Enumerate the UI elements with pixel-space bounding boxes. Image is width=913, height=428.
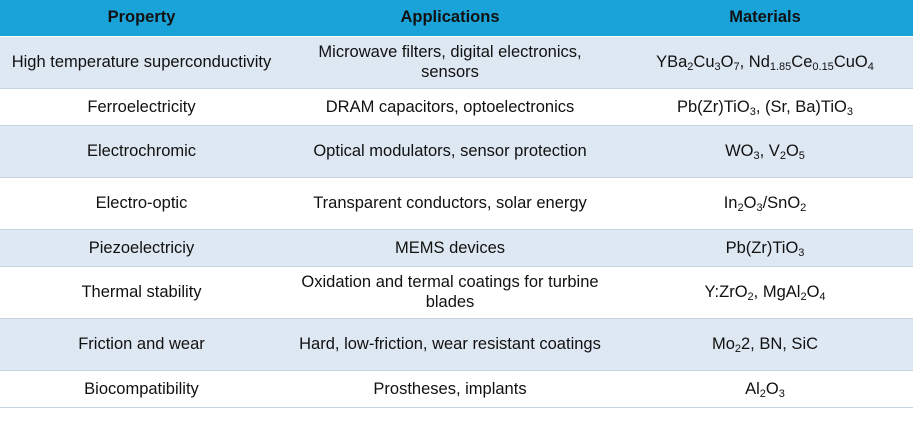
- materials-cell: YBa2Cu3O7, Nd1.85Ce0.15CuO4: [617, 36, 913, 89]
- formula-subscript: 0.15: [812, 61, 834, 73]
- property-cell: Thermal stability: [0, 266, 283, 319]
- materials-cell: Y:ZrO2, MgAl2O4: [617, 266, 913, 319]
- table-row: Electro-optic Transparent conductors, so…: [0, 177, 913, 230]
- materials-cell: Pb(Zr)TiO3: [617, 229, 913, 267]
- materials-cell: Pb(Zr)TiO3, (Sr, Ba)TiO3: [617, 88, 913, 126]
- formula-subscript: 2: [737, 202, 744, 214]
- property-cell: High temperature superconductivity: [0, 36, 283, 89]
- property-cell: Piezoelectriciy: [0, 229, 283, 267]
- formula-subscript: 2: [687, 61, 694, 73]
- materials-cell: Al2O3: [617, 370, 913, 408]
- table-row: Electrochromic Optical modulators, senso…: [0, 125, 913, 178]
- applications-cell: Microwave filters, digital electronics, …: [283, 36, 617, 89]
- header-row: Property Applications Materials: [0, 0, 913, 36]
- property-cell: Friction and wear: [0, 318, 283, 371]
- formula-subscript: 3: [756, 202, 763, 214]
- header-property: Property: [107, 8, 176, 27]
- formula-subscript: 2: [734, 343, 741, 355]
- header-materials: Materials: [729, 8, 801, 27]
- formula-subscript: 7: [733, 61, 740, 73]
- property-cell: Ferroelectricity: [0, 88, 283, 126]
- table-row: Piezoelectriciy MEMS devices Pb(Zr)TiO3: [0, 229, 913, 267]
- header-applications: Applications: [400, 8, 500, 27]
- formula-subscript: 4: [819, 291, 826, 303]
- formula-subscript: 3: [846, 105, 854, 118]
- applications-cell: Transparent conductors, solar energy: [283, 177, 617, 230]
- table-row: Friction and wear Hard, low-friction, we…: [0, 318, 913, 371]
- formula-subscript: 3: [798, 246, 805, 259]
- formula-subscript: 2: [779, 150, 786, 162]
- formula-subscript: 2: [747, 291, 754, 303]
- property-cell: Electro-optic: [0, 177, 283, 230]
- formula-subscript: 1.85: [769, 61, 792, 73]
- formula-subscript: 4: [867, 61, 874, 73]
- formula-subscript: 3: [749, 105, 756, 118]
- property-cell: Biocompatibility: [0, 370, 283, 408]
- applications-cell: MEMS devices: [283, 229, 617, 267]
- formula-subscript: 3: [778, 387, 785, 400]
- table-row: High temperature superconductivity Micro…: [0, 36, 913, 89]
- properties-table: Property Applications Materials High tem…: [0, 0, 913, 408]
- formula-subscript: 2: [800, 291, 807, 303]
- materials-cell: WO3, V2O5: [617, 125, 913, 178]
- formula-subscript: 3: [753, 150, 760, 162]
- formula-subscript: 5: [798, 150, 805, 162]
- applications-cell: Optical modulators, sensor protection: [283, 125, 617, 178]
- materials-cell: Mo22, BN, SiC: [617, 318, 913, 371]
- formula-subscript: 2: [759, 387, 766, 400]
- table-row: Thermal stability Oxidation and termal c…: [0, 266, 913, 319]
- table-row: Ferroelectricity DRAM capacitors, optoel…: [0, 88, 913, 126]
- applications-cell: Prostheses, implants: [283, 370, 617, 408]
- formula-subscript: 3: [714, 61, 721, 73]
- applications-cell: Hard, low-friction, wear resistant coati…: [283, 318, 617, 371]
- formula-subscript: 2: [800, 202, 807, 214]
- applications-cell: Oxidation and termal coatings for turbin…: [283, 266, 617, 319]
- property-cell: Electrochromic: [0, 125, 283, 178]
- table-row: Biocompatibility Prostheses, implants Al…: [0, 370, 913, 408]
- applications-cell: DRAM capacitors, optoelectronics: [283, 88, 617, 126]
- materials-cell: In2O3/SnO2: [617, 177, 913, 230]
